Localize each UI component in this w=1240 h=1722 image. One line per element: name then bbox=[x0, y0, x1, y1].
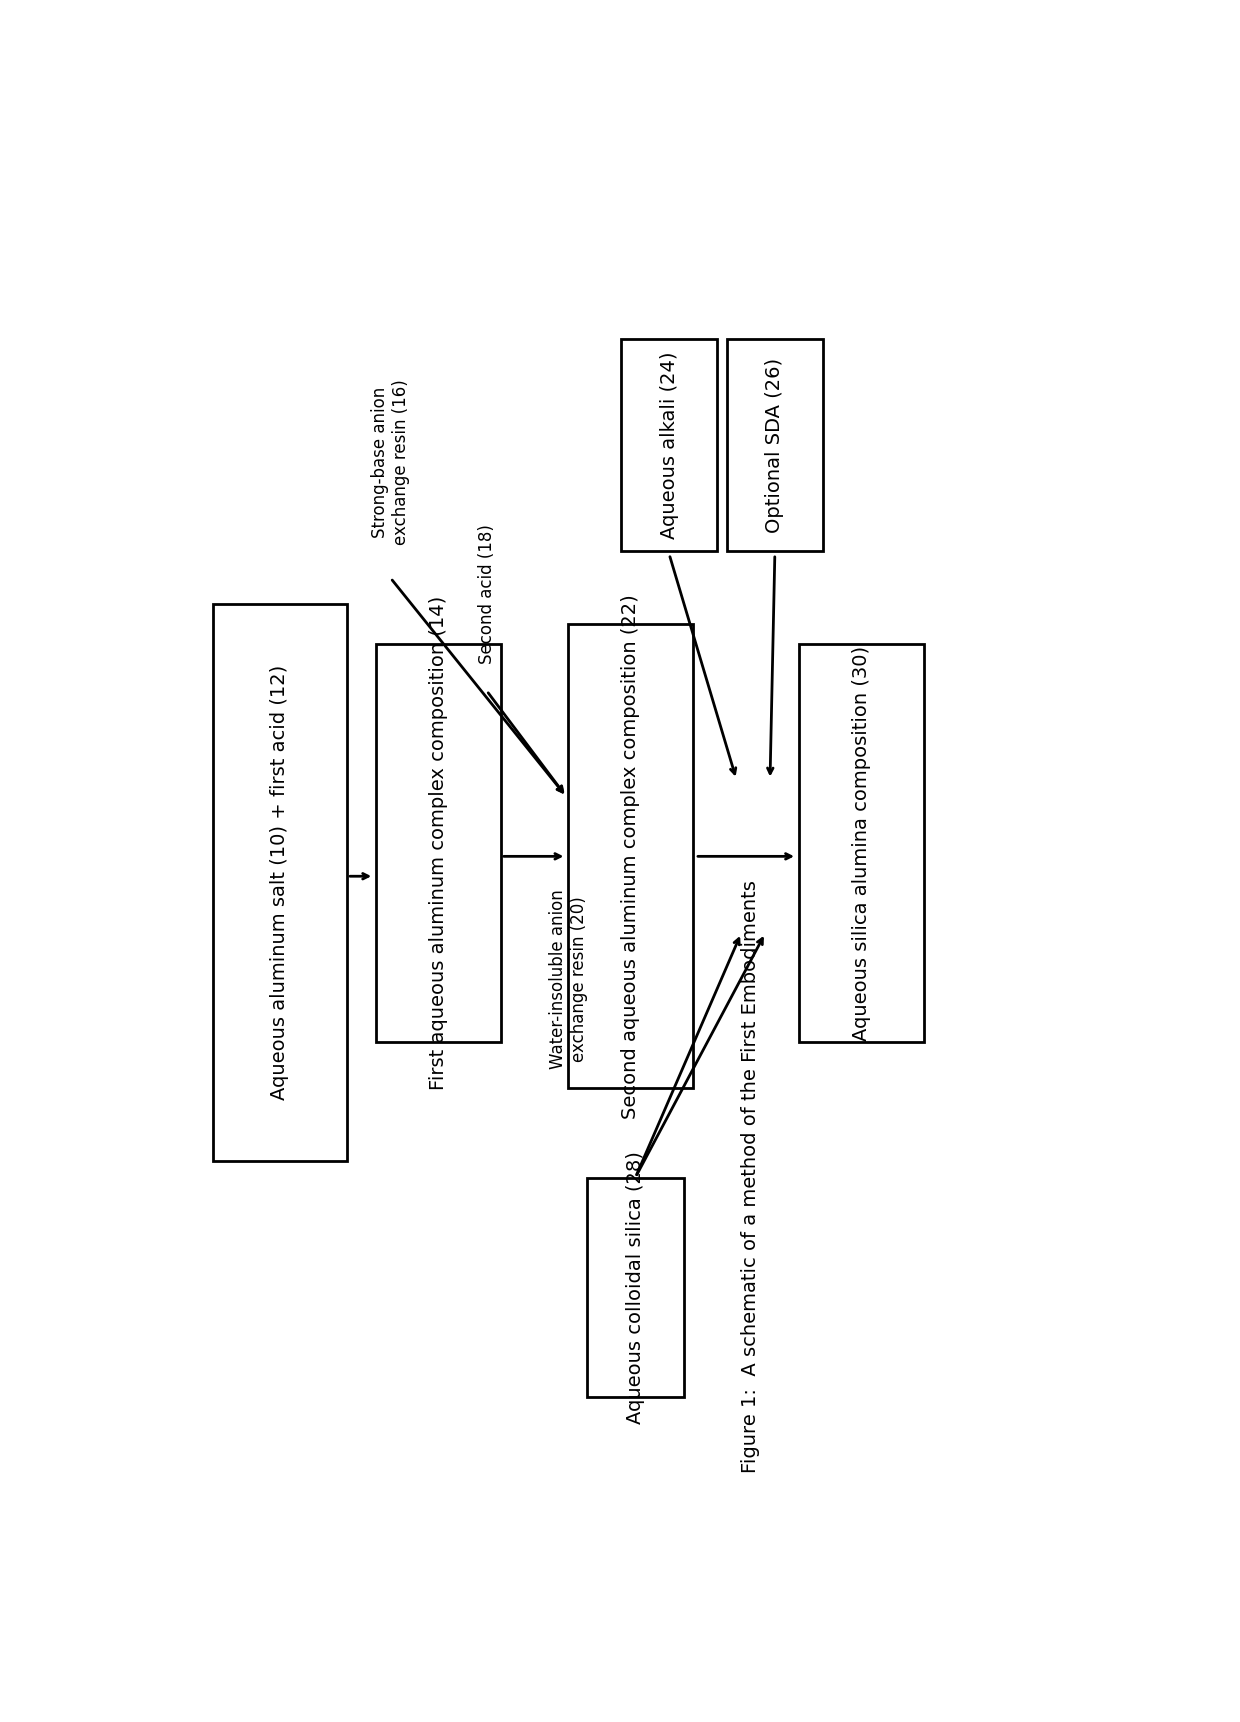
Bar bbox=[799, 644, 924, 1042]
Text: Aqueous alkali (24): Aqueous alkali (24) bbox=[660, 351, 678, 539]
Text: Second acid (18): Second acid (18) bbox=[477, 523, 496, 665]
Bar bbox=[727, 339, 823, 551]
Text: Second aqueous aluminum complex composition (22): Second aqueous aluminum complex composit… bbox=[621, 594, 640, 1119]
Text: Aqueous colloidal silica (28): Aqueous colloidal silica (28) bbox=[626, 1150, 645, 1424]
Bar bbox=[621, 339, 717, 551]
Text: Water-insoluble anion
exchange resin (20): Water-insoluble anion exchange resin (20… bbox=[549, 890, 588, 1069]
Text: First aqueous aluminum complex composition (14): First aqueous aluminum complex compositi… bbox=[429, 596, 448, 1090]
Text: Strong-base anion
exchange resin (16): Strong-base anion exchange resin (16) bbox=[371, 379, 410, 544]
Bar bbox=[376, 644, 501, 1042]
Bar bbox=[588, 1178, 683, 1397]
Text: Aqueous aluminum salt (10) + first acid (12): Aqueous aluminum salt (10) + first acid … bbox=[270, 665, 289, 1100]
Bar bbox=[213, 604, 347, 1161]
Text: Optional SDA (26): Optional SDA (26) bbox=[765, 358, 785, 532]
Text: Aqueous silica alumina composition (30): Aqueous silica alumina composition (30) bbox=[852, 646, 870, 1040]
Bar bbox=[568, 625, 693, 1088]
Text: Figure 1:  A schematic of a method of the First Embodiments: Figure 1: A schematic of a method of the… bbox=[742, 880, 760, 1472]
